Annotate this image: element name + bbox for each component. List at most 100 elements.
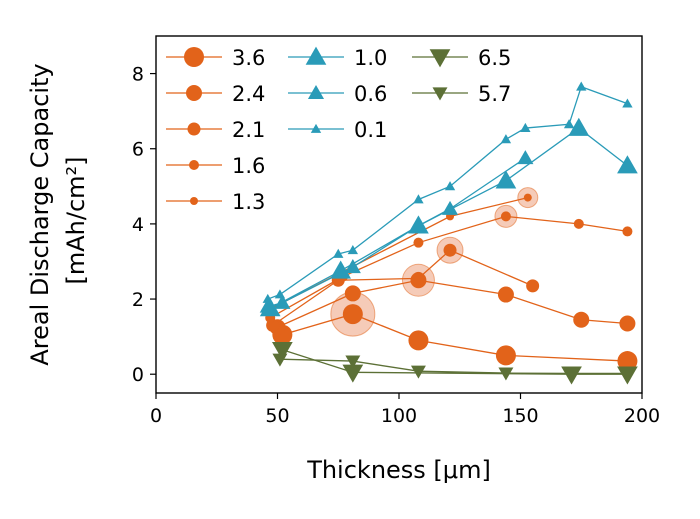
legend-entry-1.3: 1.3 [166,190,265,214]
legend-label-3.6: 3.6 [232,46,265,70]
legend-marker-5.7 [432,87,448,101]
series-line-0.1 [267,85,628,300]
data-point-1.6-3 [500,211,511,222]
legend-entry-0.6: 0.6 [288,82,387,106]
data-point-0.1-0 [262,293,273,303]
legend-marker-1.6 [189,160,199,170]
data-point-3.6-1 [342,304,363,325]
data-point-5.7-3 [498,367,514,381]
legend-label-1.0: 1.0 [354,46,387,70]
y-axis-title-line2: [mAh/cm²] [62,156,90,284]
series-0.1 [262,81,633,303]
data-point-1.0-1 [330,260,352,279]
data-point-0.1-6 [500,134,512,144]
x-tick-label: 50 [265,405,289,427]
series-2.1 [266,243,540,332]
y-tick-label: 2 [132,289,144,311]
legend-label-5.7: 5.7 [478,82,511,106]
legend-entry-0.1: 0.1 [288,118,387,142]
series-line-1.6 [269,215,628,319]
data-point-2.1-3 [443,243,457,257]
data-point-2.4-1 [344,285,361,302]
axes-layer: 0 50 100 150 200 0 2 4 6 8 [132,64,660,427]
data-point-0.1-7 [520,122,531,132]
series-1.3 [263,193,532,315]
legend-marker-2.4 [186,85,202,101]
series-0.6 [259,150,534,313]
data-point-0.6-5 [517,150,534,165]
data-point-2.4-5 [619,315,636,332]
data-point-2.4-4 [573,311,590,328]
data-point-0.1-5 [444,181,456,191]
data-point-1.0-4 [568,117,590,136]
data-point-2.1-2 [411,271,425,285]
legend-entry-5.7: 5.7 [412,82,511,106]
data-point-1.6-4 [573,218,584,229]
data-point-0.1-1 [274,289,286,299]
legend-entry-2.1: 2.1 [166,118,265,142]
data-point-0.1-8 [563,119,575,129]
x-axis-title: Thickness [μm] [306,456,491,484]
legend-label-0.6: 0.6 [354,82,387,106]
data-point-0.1-10 [622,98,633,108]
data-point-1.3-3 [523,193,532,202]
y-axis-title-line1: Areal Discharge Capacity [26,63,54,365]
x-tick-label: 200 [624,405,660,427]
series-5.7 [272,353,635,381]
data-point-1.0-3 [495,170,517,189]
data-point-0.1-3 [347,245,359,255]
data-point-0.1-4 [413,194,424,204]
y-tick-label: 0 [132,364,144,386]
legend-entry-6.5: 6.5 [412,46,511,70]
legend-label-1.3: 1.3 [232,190,265,214]
data-point-0.6-0 [259,298,276,313]
y-tick-label: 4 [132,214,144,236]
data-point-3.6-2 [408,330,429,351]
legend-marker-2.1 [187,122,201,136]
legend-marker-1.0 [305,46,327,65]
data-point-0.6-1 [274,294,291,309]
data-point-3.6-3 [495,345,516,366]
data-point-6.5-0 [272,342,293,361]
data-point-0.1-9 [576,81,587,91]
series-6.5 [272,342,638,385]
legend: 3.6 2.4 2.1 1.6 1.3 1.0 0.6 0.1 6.5 5.7 [166,46,511,214]
data-point-1.6-5 [622,226,633,237]
legend-label-2.4: 2.4 [232,82,265,106]
y-tick-label: 8 [132,64,144,86]
data-point-1.6-2 [413,237,424,248]
data-point-2.4-3 [497,286,514,303]
data-point-6.5-1 [342,364,364,383]
legend-entry-1.0: 1.0 [288,46,387,70]
legend-label-0.1: 0.1 [354,118,387,142]
data-point-2.1-4 [526,279,540,293]
series-line-6.5 [282,349,628,375]
highlight-layer [330,187,539,337]
data-point-1.0-5 [617,155,638,174]
data-point-0.6-2 [344,259,361,274]
legend-marker-3.6 [184,47,204,67]
series-line-5.7 [279,358,628,375]
data-point-0.6-3 [410,217,427,232]
data-point-3.6-4 [617,351,638,372]
legend-label-2.1: 2.1 [232,118,265,142]
data-point-0.1-2 [333,248,344,258]
legend-label-6.5: 6.5 [478,46,511,70]
legend-entry-2.4: 2.4 [166,82,265,106]
legend-marker-0.6 [307,84,325,100]
legend-label-1.6: 1.6 [232,154,265,178]
data-point-5.7-0 [272,353,288,367]
legend-marker-6.5 [429,49,451,68]
x-tick-label: 100 [381,405,417,427]
data-point-5.7-5 [619,367,635,381]
series-line-1.3 [267,196,528,311]
data-point-5.7-1 [345,355,361,369]
x-tick-label: 0 [150,405,162,427]
legend-entry-1.6: 1.6 [166,154,265,178]
x-tick-label: 150 [502,405,538,427]
data-point-5.7-4 [564,367,580,381]
data-point-0.6-4 [441,200,459,215]
legend-marker-1.3 [190,197,198,205]
legend-marker-0.1 [310,123,322,133]
